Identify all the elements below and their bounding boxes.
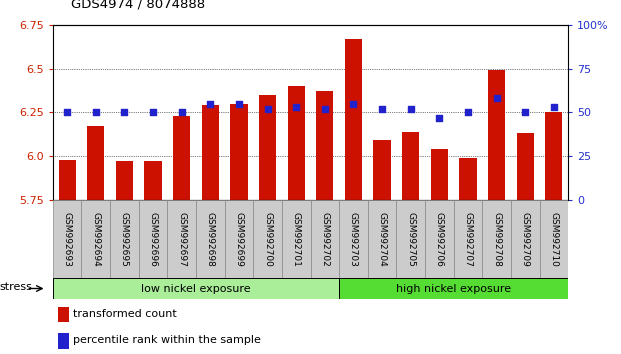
- Bar: [345, 39, 362, 200]
- Point: [119, 110, 129, 115]
- Point: [520, 110, 530, 115]
- Bar: [53, 200, 81, 278]
- Text: low nickel exposure: low nickel exposure: [141, 284, 251, 293]
- Bar: [81, 200, 110, 278]
- Bar: [454, 200, 483, 278]
- Point: [435, 115, 445, 120]
- Bar: [310, 200, 339, 278]
- Text: GSM992697: GSM992697: [177, 211, 186, 267]
- Text: GSM992694: GSM992694: [91, 212, 100, 266]
- Text: GSM992705: GSM992705: [406, 211, 415, 267]
- Text: GSM992708: GSM992708: [492, 211, 501, 267]
- Text: GSM992704: GSM992704: [378, 212, 387, 266]
- Point: [177, 110, 187, 115]
- Point: [91, 110, 101, 115]
- Bar: [230, 104, 248, 200]
- Point: [234, 101, 244, 107]
- Bar: [483, 200, 511, 278]
- Bar: [196, 200, 225, 278]
- Text: GSM992707: GSM992707: [463, 211, 473, 267]
- Bar: [202, 105, 219, 200]
- Point: [348, 101, 358, 107]
- Point: [291, 104, 301, 110]
- Bar: [373, 141, 391, 200]
- Bar: [145, 161, 161, 200]
- Bar: [402, 132, 419, 200]
- Bar: [58, 333, 70, 348]
- Text: high nickel exposure: high nickel exposure: [396, 284, 511, 293]
- Bar: [53, 278, 339, 299]
- Point: [492, 96, 502, 101]
- Bar: [431, 149, 448, 200]
- Text: GSM992701: GSM992701: [292, 211, 301, 267]
- Point: [320, 106, 330, 112]
- Text: transformed count: transformed count: [73, 309, 177, 320]
- Bar: [138, 200, 167, 278]
- Bar: [225, 200, 253, 278]
- Text: percentile rank within the sample: percentile rank within the sample: [73, 335, 261, 345]
- Text: GDS4974 / 8074888: GDS4974 / 8074888: [71, 0, 206, 11]
- Bar: [58, 307, 70, 322]
- Bar: [545, 113, 563, 200]
- Bar: [396, 200, 425, 278]
- Bar: [316, 91, 333, 200]
- Point: [406, 106, 415, 112]
- Bar: [259, 95, 276, 200]
- Text: GSM992693: GSM992693: [63, 211, 71, 267]
- Text: GSM992698: GSM992698: [206, 211, 215, 267]
- Bar: [253, 200, 282, 278]
- Bar: [460, 158, 476, 200]
- Point: [206, 101, 215, 107]
- Bar: [511, 200, 540, 278]
- Bar: [116, 161, 133, 200]
- Text: GSM992706: GSM992706: [435, 211, 444, 267]
- Bar: [173, 116, 190, 200]
- Text: stress: stress: [0, 282, 32, 292]
- Text: GSM992710: GSM992710: [550, 211, 558, 267]
- Bar: [288, 86, 305, 200]
- Bar: [282, 200, 310, 278]
- Text: GSM992699: GSM992699: [234, 211, 243, 267]
- Point: [463, 110, 473, 115]
- Point: [549, 104, 559, 110]
- Point: [148, 110, 158, 115]
- Point: [377, 106, 387, 112]
- Bar: [425, 200, 454, 278]
- Bar: [167, 200, 196, 278]
- Text: GSM992703: GSM992703: [349, 211, 358, 267]
- Text: GSM992696: GSM992696: [148, 211, 158, 267]
- Text: GSM992702: GSM992702: [320, 212, 329, 266]
- Text: GSM992695: GSM992695: [120, 211, 129, 267]
- Text: GSM992700: GSM992700: [263, 211, 272, 267]
- Bar: [517, 133, 534, 200]
- Bar: [339, 200, 368, 278]
- Bar: [87, 126, 104, 200]
- Point: [62, 110, 72, 115]
- Bar: [540, 200, 568, 278]
- Bar: [368, 200, 396, 278]
- Bar: [58, 160, 76, 200]
- Bar: [339, 278, 568, 299]
- Text: GSM992709: GSM992709: [521, 211, 530, 267]
- Bar: [110, 200, 138, 278]
- Bar: [488, 70, 505, 200]
- Point: [263, 106, 273, 112]
